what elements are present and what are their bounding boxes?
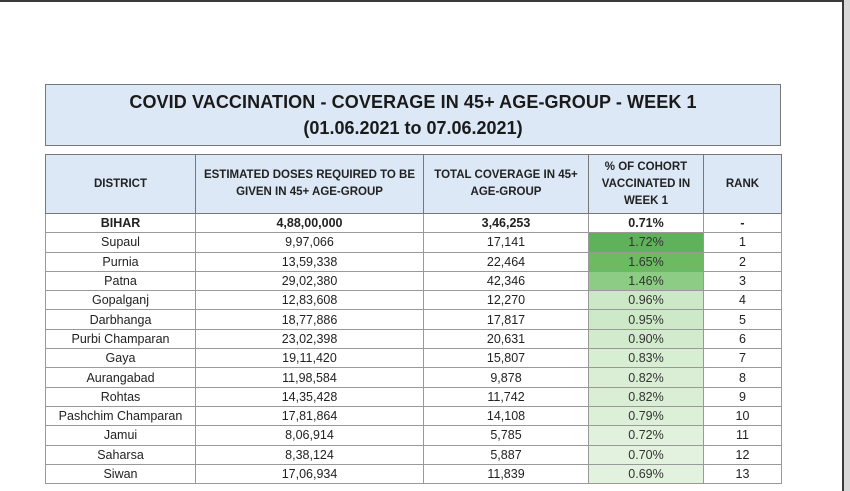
rank: 3 xyxy=(703,270,782,292)
total-coverage: 11,742 xyxy=(423,386,589,407)
table-row: Darbhanga 18,77,886 17,817 0.95% 5 xyxy=(45,309,782,330)
estimated-doses: 29,02,380 xyxy=(195,270,424,292)
state-percent: 0.71% xyxy=(588,212,704,234)
district-name: Purnia xyxy=(45,251,196,272)
percent-vaccinated: 0.83% xyxy=(588,348,704,369)
estimated-doses: 12,83,608 xyxy=(195,290,424,311)
district-name: Aurangabad xyxy=(45,367,196,388)
district-name: Gopalganj xyxy=(45,290,196,311)
estimated-doses: 18,77,886 xyxy=(195,309,424,330)
table-row: Patna 29,02,380 42,346 1.46% 3 xyxy=(45,270,782,292)
table-row: Supaul 9,97,066 17,141 1.72% 1 xyxy=(45,232,782,253)
table-row: Siwan 17,06,934 11,839 0.69% 13 xyxy=(45,463,782,485)
estimated-doses: 8,06,914 xyxy=(195,425,424,446)
percent-vaccinated: 0.90% xyxy=(588,328,704,350)
rank: 13 xyxy=(703,463,782,485)
header-total-coverage: TOTAL COVERAGE IN 45+ AGE-GROUP xyxy=(423,154,589,214)
percent-vaccinated: 1.65% xyxy=(588,251,704,272)
total-coverage: 9,878 xyxy=(423,367,589,388)
percent-vaccinated: 0.96% xyxy=(588,290,704,311)
table-row: Purbi Champaran 23,02,398 20,631 0.90% 6 xyxy=(45,328,782,350)
rank: 10 xyxy=(703,405,782,427)
header-percent-vaccinated: % OF COHORT VACCINATED IN WEEK 1 xyxy=(588,154,704,214)
estimated-doses: 19,11,420 xyxy=(195,348,424,369)
percent-vaccinated: 0.70% xyxy=(588,444,704,465)
report-title: COVID VACCINATION - COVERAGE IN 45+ AGE-… xyxy=(129,92,697,112)
district-name: Jamui xyxy=(45,425,196,446)
table-row: Rohtas 14,35,428 11,742 0.82% 9 xyxy=(45,386,782,407)
table-row: Purnia 13,59,338 22,464 1.65% 2 xyxy=(45,251,782,272)
percent-vaccinated: 1.46% xyxy=(588,270,704,292)
estimated-doses: 23,02,398 xyxy=(195,328,424,350)
rank: 8 xyxy=(703,367,782,388)
district-name: Rohtas xyxy=(45,386,196,407)
state-doses: 4,88,00,000 xyxy=(195,212,424,234)
district-name: Patna xyxy=(45,270,196,292)
header-rank: RANK xyxy=(703,154,782,214)
rank: 2 xyxy=(703,251,782,272)
table-row: Pashchim Champaran 17,81,864 14,108 0.79% 10 xyxy=(45,405,782,427)
table-row: Saharsa 8,38,124 5,887 0.70% 12 xyxy=(45,444,782,465)
total-coverage: 5,785 xyxy=(423,425,589,446)
estimated-doses: 13,59,338 xyxy=(195,251,424,272)
total-coverage: 22,464 xyxy=(423,251,589,272)
district-name: Supaul xyxy=(45,232,196,253)
estimated-doses: 9,97,066 xyxy=(195,232,424,253)
total-coverage: 12,270 xyxy=(423,290,589,311)
rank: 1 xyxy=(703,232,782,253)
percent-vaccinated: 0.72% xyxy=(588,425,704,446)
rank: 12 xyxy=(703,444,782,465)
rank: 9 xyxy=(703,386,782,407)
district-name: Siwan xyxy=(45,463,196,485)
district-name: Purbi Champaran xyxy=(45,328,196,350)
state-rank: - xyxy=(703,212,782,234)
total-coverage: 17,141 xyxy=(423,232,589,253)
estimated-doses: 17,06,934 xyxy=(195,463,424,485)
header-district: DISTRICT xyxy=(45,154,196,214)
total-coverage: 15,807 xyxy=(423,348,589,369)
district-name: Darbhanga xyxy=(45,309,196,330)
total-coverage: 5,887 xyxy=(423,444,589,465)
rank: 4 xyxy=(703,290,782,311)
district-name: Saharsa xyxy=(45,444,196,465)
percent-vaccinated: 0.82% xyxy=(588,386,704,407)
state-total-row: BIHAR 4,88,00,000 3,46,253 0.71% - xyxy=(45,212,782,234)
rank: 7 xyxy=(703,348,782,369)
rank: 6 xyxy=(703,328,782,350)
percent-vaccinated: 0.82% xyxy=(588,367,704,388)
percent-vaccinated: 1.72% xyxy=(588,232,704,253)
state-coverage: 3,46,253 xyxy=(423,212,589,234)
table-header-row: DISTRICT ESTIMATED DOSES REQUIRED TO BE … xyxy=(45,154,782,214)
estimated-doses: 14,35,428 xyxy=(195,386,424,407)
table-row: Aurangabad 11,98,584 9,878 0.82% 8 xyxy=(45,367,782,388)
total-coverage: 17,817 xyxy=(423,309,589,330)
table-row: Gaya 19,11,420 15,807 0.83% 7 xyxy=(45,348,782,369)
table-row: Gopalganj 12,83,608 12,270 0.96% 4 xyxy=(45,290,782,311)
total-coverage: 20,631 xyxy=(423,328,589,350)
rank: 11 xyxy=(703,425,782,446)
estimated-doses: 17,81,864 xyxy=(195,405,424,427)
estimated-doses: 11,98,584 xyxy=(195,367,424,388)
total-coverage: 42,346 xyxy=(423,270,589,292)
title-box: COVID VACCINATION - COVERAGE IN 45+ AGE-… xyxy=(45,84,781,146)
rank: 5 xyxy=(703,309,782,330)
district-name: Gaya xyxy=(45,348,196,369)
estimated-doses: 8,38,124 xyxy=(195,444,424,465)
table-row: Jamui 8,06,914 5,785 0.72% 11 xyxy=(45,425,782,446)
percent-vaccinated: 0.79% xyxy=(588,405,704,427)
header-estimated-doses: ESTIMATED DOSES REQUIRED TO BE GIVEN IN … xyxy=(195,154,424,214)
percent-vaccinated: 0.95% xyxy=(588,309,704,330)
percent-vaccinated: 0.69% xyxy=(588,463,704,485)
state-name: BIHAR xyxy=(45,212,196,234)
report-date-range: (01.06.2021 to 07.06.2021) xyxy=(303,118,523,138)
coverage-table: DISTRICT ESTIMATED DOSES REQUIRED TO BE … xyxy=(45,154,782,485)
total-coverage: 14,108 xyxy=(423,405,589,427)
total-coverage: 11,839 xyxy=(423,463,589,485)
district-name: Pashchim Champaran xyxy=(45,405,196,427)
